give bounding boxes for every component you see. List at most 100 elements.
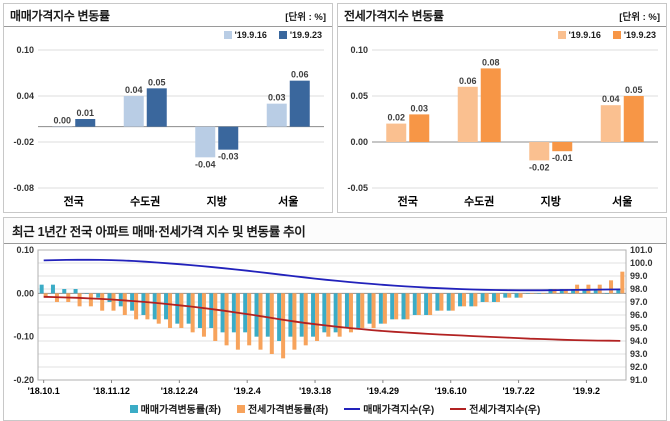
bar: [258, 293, 263, 350]
bar: [390, 293, 395, 320]
bar: [213, 293, 218, 341]
right-y-tick-label: 100.0: [630, 258, 653, 268]
bar: [394, 293, 399, 320]
bar: [616, 289, 621, 294]
bar: [529, 142, 550, 161]
bar: [480, 293, 485, 302]
bar: [450, 293, 455, 311]
bar: [552, 142, 573, 152]
right-y-tick-label: 99.0: [630, 271, 648, 281]
legend-item: 전세가격지수(우): [450, 401, 540, 416]
trend-jeonse-bar-label: 전세가격변동률(좌): [247, 405, 329, 416]
bar-value-label: -0.02: [529, 162, 550, 172]
jeonse-series1-swatch: [557, 31, 566, 39]
bar: [52, 126, 73, 128]
bar: [168, 293, 173, 328]
legend-item: '19.9.16: [557, 30, 601, 40]
bar: [322, 293, 327, 333]
bar: [96, 293, 101, 298]
bar: [43, 293, 48, 298]
bar-value-label: -0.01: [552, 153, 573, 163]
sale-series2-swatch: [278, 31, 287, 39]
bar: [50, 284, 55, 294]
bar: [412, 293, 417, 315]
bar: [141, 293, 146, 315]
left-y-tick-label: -0.20: [13, 375, 34, 385]
bar: [107, 293, 112, 302]
sale-panel-title: 매매가격지수 변동률: [10, 9, 110, 23]
bar: [333, 293, 338, 333]
bar: [277, 293, 282, 341]
bar: [220, 293, 225, 333]
bar-value-label: 0.00: [53, 116, 71, 126]
y-tick-label: -0.02: [13, 137, 34, 147]
bar: [73, 289, 78, 294]
bar: [462, 293, 467, 307]
trend-panel: 최근 1년간 전국 아파트 매매·전세가격 지수 및 변동률 추이 101.0 1…: [3, 217, 667, 421]
plot-border: [37, 249, 627, 381]
bar: [299, 293, 304, 337]
bar-value-label: 0.04: [125, 85, 143, 95]
bar: [458, 293, 463, 307]
x-tick-label: '19.7.22: [502, 386, 534, 396]
x-tick-label: '19.3.18: [299, 386, 331, 396]
jeonse-series1-label: '19.9.16: [568, 30, 601, 40]
x-tick-label: '19.4.29: [367, 386, 399, 396]
y-tick-label: 0.10: [350, 45, 368, 55]
right-y-tick-label: 95.0: [630, 323, 648, 333]
bar: [514, 293, 519, 298]
bar-value-label: 0.08: [482, 57, 500, 67]
bar: [88, 293, 93, 307]
x-tick-label: '19.2.4: [234, 386, 261, 396]
left-y-tick-label: 0.00: [16, 288, 34, 298]
right-y-tick-label: 93.0: [630, 349, 648, 359]
bar: [100, 293, 105, 311]
bar-value-label: 0.06: [291, 70, 309, 80]
bar: [224, 293, 229, 346]
trend-panel-title: 최근 1년간 전국 아파트 매매·전세가격 지수 및 변동률 추이: [12, 225, 306, 239]
bar: [484, 293, 489, 302]
bar-value-label: 0.05: [625, 85, 643, 95]
bar: [446, 293, 451, 311]
trend-jeonse-line-swatch: [450, 407, 467, 410]
sale-series2-label: '19.9.23: [289, 30, 322, 40]
bar: [75, 119, 96, 127]
bar: [235, 293, 240, 350]
bar: [495, 293, 500, 302]
bar: [360, 293, 365, 328]
bar: [541, 293, 546, 294]
x-category-label: 수도권: [130, 195, 160, 208]
bar: [600, 105, 621, 142]
bar: [416, 293, 421, 315]
bar: [111, 293, 116, 311]
bar: [84, 293, 89, 294]
bar: [529, 293, 534, 294]
x-category-label: 지방: [207, 194, 227, 208]
jeonse-change-panel: 전세가격지수 변동률 [단위 : %] '19.9.16 '19.9.23 0.…: [337, 3, 667, 213]
bar: [175, 293, 180, 324]
trend-jeonse-bar-swatch: [236, 404, 245, 413]
bar: [303, 293, 308, 346]
bar: [620, 271, 625, 294]
bar: [266, 103, 287, 127]
jeonse-legend: '19.9.16 '19.9.23: [338, 27, 666, 40]
legend-item: 매매가격지수(우): [344, 401, 434, 416]
bar: [582, 289, 587, 294]
bar-value-label: 0.06: [459, 76, 477, 86]
trend-jeonse-line-label: 전세가격지수(우): [469, 405, 541, 416]
bar: [281, 293, 286, 359]
right-y-tick-label: 97.0: [630, 297, 648, 307]
bar-value-label: 0.03: [268, 93, 286, 103]
bar: [311, 293, 316, 337]
y-tick-label: 0.10: [16, 45, 34, 55]
bar: [435, 293, 440, 311]
bar: [247, 293, 252, 346]
bar: [552, 289, 557, 294]
bar-value-label: 0.01: [76, 108, 94, 118]
trend-sale-bar-label: 매매가격변동률(좌): [140, 405, 221, 416]
bar-value-label: -0.04: [195, 159, 216, 169]
bar: [401, 293, 406, 320]
bar: [201, 293, 206, 337]
bar: [289, 80, 310, 127]
